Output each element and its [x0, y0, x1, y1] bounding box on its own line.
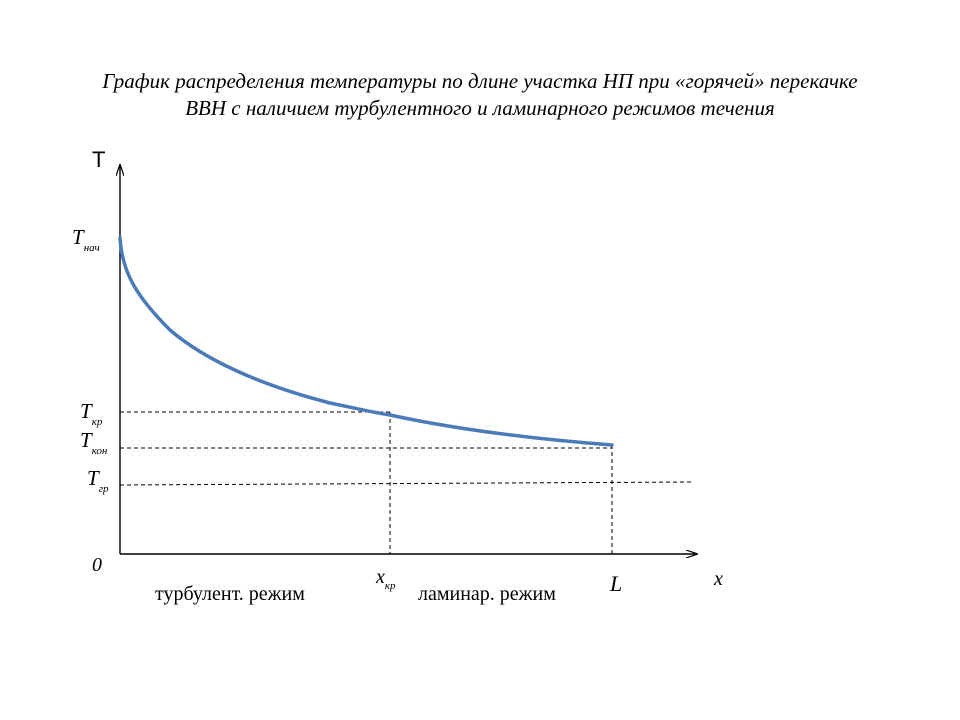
- y-axis-label: T: [92, 147, 105, 172]
- temperature-curve: [118, 236, 614, 447]
- length-label: L: [609, 571, 622, 596]
- t-gr-guide: [119, 481, 693, 486]
- t-end-label: Tкон: [80, 428, 108, 457]
- t-start-label: Tнач: [72, 225, 100, 254]
- title-line-2: ВВН с наличием турбулентного и ламинарно…: [185, 96, 775, 120]
- x-axis-label: x: [713, 568, 723, 590]
- origin-label: 0: [92, 554, 102, 576]
- t-gr-label: Tгр: [87, 466, 109, 495]
- diagram-title: График распределения температуры по длин…: [40, 68, 920, 122]
- laminar-regime-label: ламинар. режим: [418, 583, 556, 605]
- title-line-1: График распределения температуры по длин…: [102, 69, 858, 93]
- x-cr-label: xкр: [375, 566, 396, 592]
- turbulent-regime-label: турбулент. режим: [155, 583, 305, 605]
- t-cr-label: Tкр: [80, 399, 103, 428]
